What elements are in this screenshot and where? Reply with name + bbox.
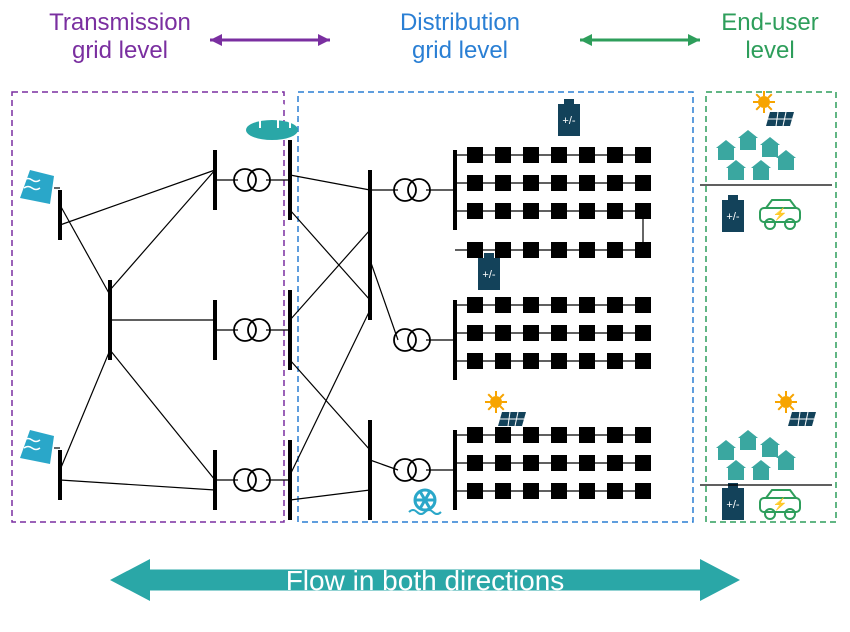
load-node <box>551 147 567 163</box>
load-node <box>495 297 511 313</box>
load-node <box>579 297 595 313</box>
load-node <box>579 325 595 341</box>
solar-icon <box>758 96 770 108</box>
load-node <box>551 203 567 219</box>
load-node <box>579 242 595 258</box>
battery-label: +/- <box>726 211 739 223</box>
level-title: Transmission <box>49 9 191 36</box>
load-node <box>467 325 483 341</box>
load-node <box>467 297 483 313</box>
load-node <box>635 455 651 471</box>
battery-label: +/- <box>482 269 495 281</box>
battery-label: +/- <box>562 115 575 127</box>
load-node <box>551 353 567 369</box>
load-node <box>495 483 511 499</box>
load-node <box>523 242 539 258</box>
load-node <box>579 203 595 219</box>
load-node <box>467 455 483 471</box>
load-node <box>467 427 483 443</box>
load-node <box>551 325 567 341</box>
load-node <box>579 353 595 369</box>
load-node <box>523 147 539 163</box>
load-node <box>495 427 511 443</box>
load-node <box>495 353 511 369</box>
load-node <box>523 175 539 191</box>
load-node <box>495 175 511 191</box>
load-node <box>607 483 623 499</box>
load-node <box>467 175 483 191</box>
load-node <box>635 325 651 341</box>
load-node <box>607 297 623 313</box>
load-node <box>551 483 567 499</box>
svg-text:⚡: ⚡ <box>773 497 788 511</box>
svg-text:⚡: ⚡ <box>773 207 788 221</box>
load-node <box>523 483 539 499</box>
level-title: grid level <box>72 37 168 64</box>
load-node <box>607 353 623 369</box>
load-node <box>635 175 651 191</box>
load-node <box>551 242 567 258</box>
load-node <box>579 455 595 471</box>
load-node <box>495 455 511 471</box>
load-node <box>523 353 539 369</box>
load-node <box>607 242 623 258</box>
grid-diagram: Transmissiongrid levelDistributiongrid l… <box>0 0 850 632</box>
load-node <box>551 297 567 313</box>
load-node <box>607 175 623 191</box>
load-node <box>607 325 623 341</box>
load-node <box>467 483 483 499</box>
load-node <box>579 483 595 499</box>
load-node <box>495 147 511 163</box>
solar-icon <box>490 396 502 408</box>
load-node <box>523 455 539 471</box>
load-node <box>467 147 483 163</box>
load-node <box>495 203 511 219</box>
load-node <box>579 175 595 191</box>
load-node <box>523 297 539 313</box>
load-node <box>579 427 595 443</box>
load-node <box>607 147 623 163</box>
load-node <box>635 147 651 163</box>
level-title: Distribution <box>400 9 520 36</box>
load-node <box>523 325 539 341</box>
load-node <box>495 325 511 341</box>
load-node <box>635 297 651 313</box>
load-node <box>607 455 623 471</box>
level-title: grid level <box>412 37 508 64</box>
load-node <box>551 175 567 191</box>
load-node <box>635 427 651 443</box>
battery-label: +/- <box>726 499 739 511</box>
load-node <box>579 147 595 163</box>
load-node <box>467 203 483 219</box>
load-node <box>635 353 651 369</box>
level-title: level <box>745 37 794 64</box>
level-title: End-user <box>721 9 818 36</box>
load-node <box>551 455 567 471</box>
load-node <box>607 203 623 219</box>
load-node <box>467 353 483 369</box>
load-node <box>523 203 539 219</box>
load-node <box>551 427 567 443</box>
load-node <box>495 242 511 258</box>
flow-label: Flow in both directions <box>286 565 565 596</box>
solar-icon <box>780 396 792 408</box>
load-node <box>635 483 651 499</box>
load-node <box>467 242 483 258</box>
load-node <box>607 427 623 443</box>
load-node <box>523 427 539 443</box>
